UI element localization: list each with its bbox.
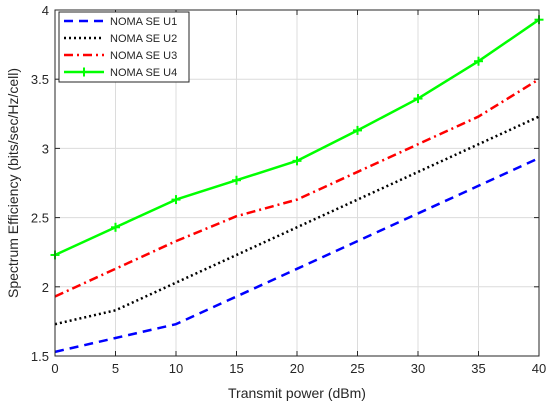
legend-label-u1: NOMA SE U1 bbox=[110, 16, 177, 28]
y-tick-label: 2.5 bbox=[31, 211, 49, 226]
x-tick-label: 20 bbox=[290, 361, 304, 376]
x-tick-label: 10 bbox=[169, 361, 183, 376]
x-axis-label: Transmit power (dBm) bbox=[228, 385, 366, 401]
y-tick-label: 3 bbox=[42, 141, 49, 156]
legend-label-u4: NOMA SE U4 bbox=[110, 67, 177, 79]
legend: NOMA SE U1 NOMA SE U2 NOMA SE U3 NOMA SE U4 bbox=[59, 12, 189, 82]
x-tick-label: 0 bbox=[51, 361, 58, 376]
legend-label-u3: NOMA SE U3 bbox=[110, 50, 177, 62]
y-tick-label: 2 bbox=[42, 280, 49, 295]
x-tick-label: 15 bbox=[229, 361, 243, 376]
x-tick-label: 30 bbox=[411, 361, 425, 376]
y-tick-label: 1.5 bbox=[31, 349, 49, 364]
y-tick-label: 3.5 bbox=[31, 72, 49, 87]
x-tick-label: 5 bbox=[112, 361, 119, 376]
y-axis-label: Spectrum Efficiency (bits/sec/Hz/cell) bbox=[5, 68, 21, 298]
legend-label-u2: NOMA SE U2 bbox=[110, 33, 177, 45]
y-tick-label: 4 bbox=[42, 3, 49, 18]
x-tick-label: 35 bbox=[471, 361, 485, 376]
x-tick-label: 40 bbox=[532, 361, 546, 376]
x-tick-label: 25 bbox=[350, 361, 364, 376]
